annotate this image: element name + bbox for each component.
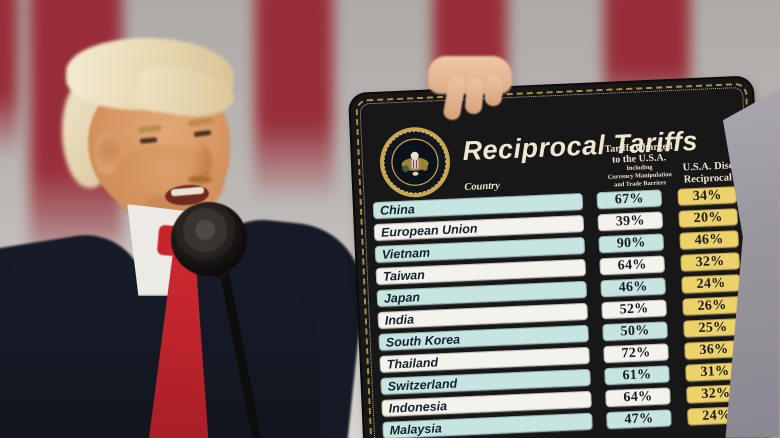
charged-cell: 67%: [596, 189, 663, 210]
nose-shadow: [188, 176, 212, 183]
country-cell: India: [377, 302, 589, 329]
country-cell: Vietnam: [374, 236, 586, 264]
flag-stripe: [255, 0, 333, 203]
discounted-cell: 25%: [683, 318, 743, 338]
country-cell: Japan: [376, 280, 588, 308]
charged-cell: 72%: [603, 343, 669, 364]
charged-cell: 39%: [597, 211, 664, 232]
discounted-cell: 20%: [678, 208, 739, 228]
finger: [484, 75, 503, 107]
charged-cell: 47%: [606, 409, 672, 430]
discounted-cell: 24%: [681, 274, 741, 294]
charged-cell: 61%: [604, 365, 670, 386]
nose: [186, 142, 212, 182]
discounted-cell: 26%: [682, 296, 742, 316]
discounted-cell: 32%: [680, 252, 740, 272]
discounted-cell: 46%: [679, 230, 740, 250]
charged-cell: 52%: [601, 299, 667, 320]
finger: [464, 77, 485, 115]
country-cell: Taiwan: [375, 258, 587, 286]
country-cell: Indonesia: [381, 390, 592, 417]
discounted-cell: 34%: [677, 186, 738, 206]
charged-cell: 46%: [600, 277, 666, 298]
charged-cell: 64%: [605, 387, 671, 408]
tariff-rows: China 67% 34% European Union 39% 20% Vie…: [355, 185, 767, 438]
charged-cell: 90%: [598, 233, 665, 254]
tariff-board: Reciprocal Tariffs Country Tariffs Charg…: [350, 77, 770, 438]
charged-cell: 64%: [599, 255, 666, 276]
microphone-windscreen: [171, 202, 247, 276]
flag-stripe: [0, 0, 18, 158]
country-cell: European Union: [373, 214, 585, 242]
country-cell: Malaysia: [382, 412, 593, 438]
country-cell: South Korea: [378, 324, 589, 351]
charged-cell: 50%: [602, 321, 668, 342]
presidential-seal-icon: [379, 127, 450, 198]
country-cell: Switzerland: [380, 368, 591, 395]
ear: [94, 132, 120, 174]
country-cell: Thailand: [379, 346, 590, 373]
